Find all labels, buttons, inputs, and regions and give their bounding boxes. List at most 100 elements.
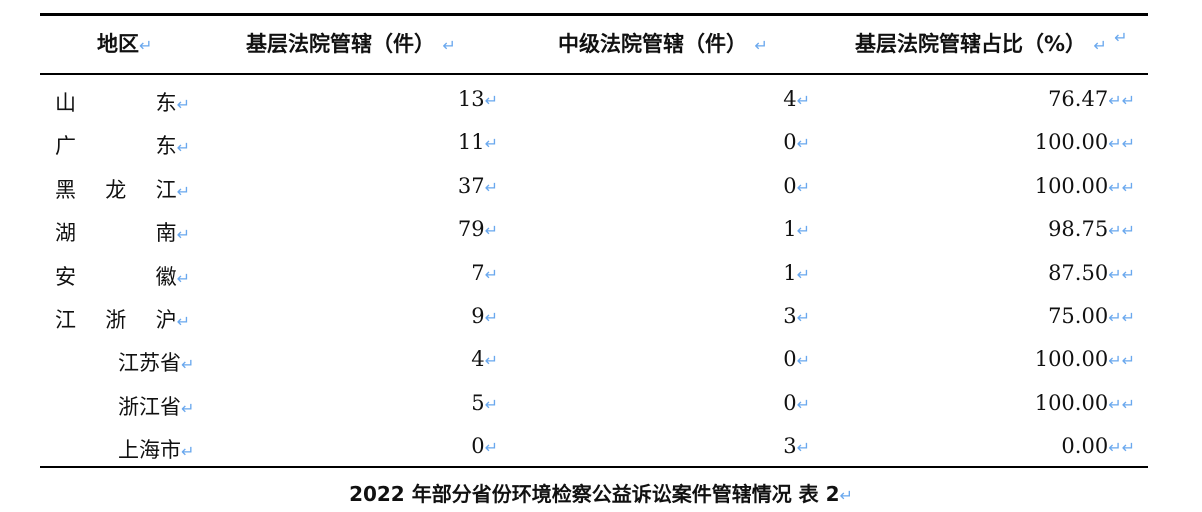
table-caption: 2022 年部分省份环境检察公益诉讼案件管辖情况 表 2↵ [349, 482, 853, 506]
table-row: 湖南↵ 79↵ 1↵ 98.75↵↵ [0, 209, 1202, 252]
header-bottom-rule [40, 73, 1148, 75]
paragraph-return-icon: ↵ [1121, 394, 1135, 414]
paragraph-return-icon: ↵ [1093, 36, 1107, 55]
paragraph-return-icon: ↵ [1121, 177, 1135, 197]
paragraph-return-icon: ↵ [796, 351, 810, 371]
table-row: 上海市↵ 0↵ 3↵ 0.00↵↵ [0, 426, 1202, 469]
intermediate-court-cell: 3↵ [783, 434, 810, 459]
paragraph-return-icon: ↵ [796, 394, 810, 414]
paragraph-return-icon: ↵ [176, 181, 190, 201]
paragraph-return-icon: ↵ [139, 36, 153, 55]
region-cell: 上海市↵ [118, 438, 195, 463]
basic-court-cell: 11↵ [457, 130, 498, 155]
table-row: 江浙沪↵ 9↵ 3↵ 75.00↵↵ [0, 296, 1202, 339]
basic-ratio-cell: 0.00↵↵ [1061, 434, 1135, 459]
paragraph-return-icon: ↵ [181, 398, 195, 418]
basic-court-cell: 79↵ [457, 217, 498, 242]
paragraph-return-icon: ↵ [176, 95, 190, 114]
paragraph-return-icon: ↵ [181, 355, 195, 375]
paragraph-return-icon: ↵ [839, 486, 853, 505]
paragraph-return-icon: ↵ [484, 394, 498, 414]
intermediate-court-cell: 3↵ [783, 304, 810, 328]
table-row: 广东↵ 11↵ 0↵ 100.00↵↵ [0, 122, 1202, 165]
intermediate-court-cell: 0↵ [783, 390, 810, 415]
paragraph-return-icon: ↵ [442, 36, 456, 55]
basic-court-cell: 37↵ [457, 173, 498, 198]
basic-ratio-cell: 75.00↵↵ [1048, 304, 1135, 328]
region-char: 沪 [155, 308, 177, 332]
region-cell: 江苏省↵ [118, 351, 195, 376]
paragraph-return-icon: ↵ [1121, 134, 1135, 154]
intermediate-court-cell: 1↵ [783, 260, 810, 285]
paragraph-return-icon: ↵ [1114, 28, 1128, 47]
paragraph-return-icon: ↵ [796, 177, 810, 197]
basic-court-cell: 5↵ [471, 390, 498, 415]
basic-ratio-cell: 98.75↵↵ [1048, 217, 1135, 242]
paragraph-return-icon: ↵ [1108, 221, 1122, 241]
region-char: 市 [160, 438, 181, 463]
paragraph-return-icon: ↵ [1121, 308, 1135, 327]
region-char: 省 [160, 351, 181, 376]
region-char: 东 [155, 91, 177, 115]
paragraph-return-icon: ↵ [1108, 91, 1122, 110]
paragraph-return-icon: ↵ [181, 442, 195, 462]
basic-ratio-cell: 100.00↵↵ [1034, 390, 1135, 415]
region-char: 徽 [155, 264, 177, 289]
table-row: 江苏省↵ 4↵ 0↵ 100.00↵↵ [0, 339, 1202, 382]
paragraph-return-icon: ↵ [484, 264, 498, 284]
basic-ratio-cell: 100.00↵↵ [1034, 347, 1135, 372]
basic-court-cell: 7↵ [471, 260, 498, 285]
paragraph-return-icon: ↵ [176, 268, 190, 288]
header-basic-ratio: 基层法院管辖占比（%） ↵ ↵ [855, 28, 1128, 56]
table-row: 安徽↵ 7↵ 1↵ 87.50↵↵ [0, 253, 1202, 296]
paragraph-return-icon: ↵ [1108, 438, 1122, 458]
paragraph-return-icon: ↵ [754, 36, 768, 55]
paragraph-return-icon: ↵ [484, 177, 498, 197]
region-cell: 山东↵ [55, 91, 190, 115]
paragraph-return-icon: ↵ [796, 264, 810, 284]
paragraph-return-icon: ↵ [1121, 351, 1135, 371]
paragraph-return-icon: ↵ [796, 221, 810, 241]
intermediate-court-cell: 4↵ [783, 87, 810, 111]
table-bottom-rule [40, 466, 1148, 468]
basic-court-cell: 0↵ [471, 434, 498, 459]
paragraph-return-icon: ↵ [484, 134, 498, 154]
paragraph-return-icon: ↵ [1108, 264, 1122, 284]
basic-ratio-cell: 100.00↵↵ [1034, 173, 1135, 198]
basic-ratio-cell: 76.47↵↵ [1048, 87, 1135, 111]
paragraph-return-icon: ↵ [1108, 394, 1122, 414]
header-region: 地区↵ [97, 32, 153, 56]
intermediate-court-cell: 0↵ [783, 130, 810, 155]
region-cell: 江浙沪↵ [55, 308, 190, 332]
region-char: 东 [155, 134, 177, 159]
intermediate-court-cell: 0↵ [783, 347, 810, 372]
header-intermediate-court: 中级法院管辖（件） ↵ [558, 32, 768, 56]
table-row: 黑龙江↵ 37↵ 0↵ 100.00↵↵ [0, 166, 1202, 209]
paragraph-return-icon: ↵ [1108, 134, 1122, 154]
paragraph-return-icon: ↵ [176, 225, 190, 245]
region-cell: 安徽↵ [55, 264, 190, 289]
paragraph-return-icon: ↵ [484, 438, 498, 458]
paragraph-return-icon: ↵ [796, 438, 810, 458]
paragraph-return-icon: ↵ [796, 91, 810, 110]
paragraph-return-icon: ↵ [1108, 308, 1122, 327]
paragraph-return-icon: ↵ [1108, 351, 1122, 371]
region-cell: 浙江省↵ [118, 394, 195, 419]
paragraph-return-icon: ↵ [176, 312, 190, 331]
table-top-rule [40, 13, 1148, 16]
region-char: 江 [155, 177, 177, 202]
table-row: 浙江省↵ 5↵ 0↵ 100.00↵↵ [0, 383, 1202, 426]
paragraph-return-icon: ↵ [484, 91, 498, 110]
region-cell: 湖南↵ [55, 221, 190, 246]
basic-court-cell: 9↵ [471, 304, 498, 328]
paragraph-return-icon: ↵ [1121, 264, 1135, 284]
basic-ratio-cell: 87.50↵↵ [1048, 260, 1135, 285]
paragraph-return-icon: ↵ [796, 134, 810, 154]
region-cell: 黑龙江↵ [55, 177, 190, 202]
paragraph-return-icon: ↵ [1108, 177, 1122, 197]
paragraph-return-icon: ↵ [484, 221, 498, 241]
basic-court-cell: 4↵ [471, 347, 498, 372]
region-cell: 广东↵ [55, 134, 190, 159]
basic-ratio-cell: 100.00↵↵ [1034, 130, 1135, 155]
paragraph-return-icon: ↵ [484, 351, 498, 371]
